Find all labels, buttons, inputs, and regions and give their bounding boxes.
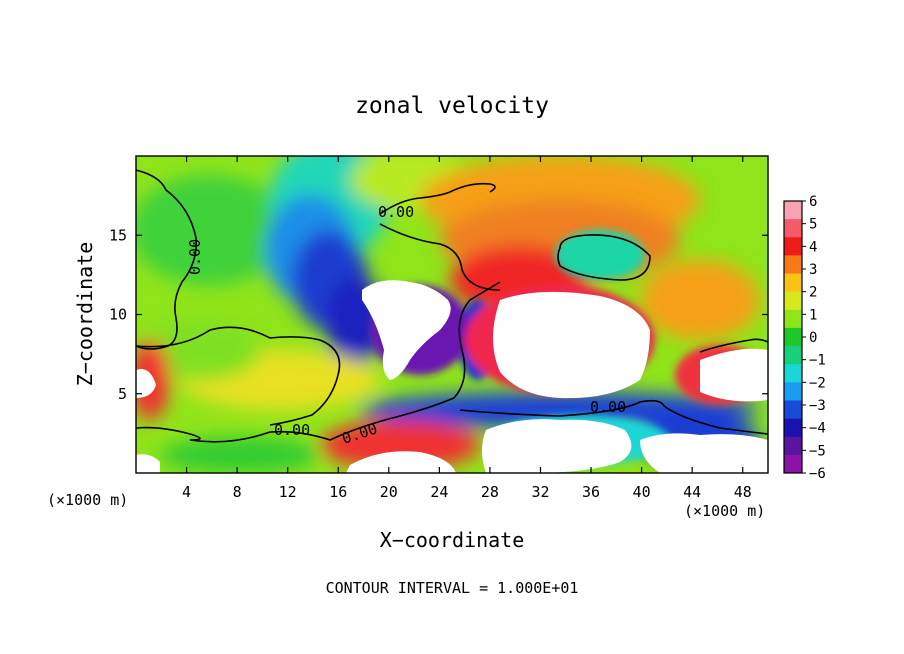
x-tick-label: 12 — [279, 483, 297, 501]
x-tick-label: 32 — [531, 483, 549, 501]
contour-labels: 0.00 0.00 0.00 0.00 0.00 — [186, 203, 626, 448]
x-axis-ticks: 4 8 12 16 20 24 28 32 36 40 44 48 — [182, 156, 752, 501]
colorbar-tick-label: 0 — [809, 330, 817, 346]
colorbar-tick-label: 2 — [809, 285, 817, 301]
x-tick-label: 44 — [683, 483, 701, 501]
contour-lines — [136, 169, 768, 443]
colorbar-tick-label: −1 — [809, 353, 826, 369]
colorbar-tick-label: −6 — [809, 466, 826, 482]
colorbar-swatch — [784, 364, 802, 383]
x-unit-label: (×1000 m) — [47, 491, 128, 509]
contour-label: 0.00 — [186, 239, 204, 275]
colorbar-tick-label: 6 — [809, 194, 817, 210]
colorbar-swatch — [784, 382, 802, 401]
colorbar-tick-label: 5 — [809, 217, 817, 233]
colorbar-swatch — [784, 327, 802, 347]
y-axis-label: Z−coordinate — [73, 242, 97, 387]
colorbar-ticks: 6 5 4 3 2 1 0 −1 −2 −3 −4 −5 −6 — [802, 194, 826, 482]
colorbar-swatch — [784, 436, 802, 456]
colorbar — [783, 200, 803, 474]
x-tick-label: 24 — [430, 483, 448, 501]
colorbar-swatch — [784, 309, 802, 329]
x-tick-label: 48 — [734, 483, 752, 501]
colorbar-swatch — [784, 400, 802, 420]
colorbar-tick-label: −5 — [809, 443, 826, 459]
chart-title: zonal velocity — [355, 93, 549, 119]
contour-label: 0.00 — [274, 421, 310, 439]
x-tick-label: 36 — [582, 483, 600, 501]
x-axis-label: X−coordinate — [380, 528, 525, 552]
colorbar-tick-label: 4 — [809, 239, 817, 255]
contour-label: 0.00 — [590, 398, 626, 416]
y-tick-label: 15 — [109, 226, 127, 244]
colorbar-tick-label: −3 — [809, 398, 826, 414]
x-unit-label-right: (×1000 m) — [684, 502, 765, 520]
colorbar-swatch — [784, 346, 802, 365]
y-axis-ticks: 5 10 15 — [109, 226, 768, 403]
colorbar-swatch — [784, 201, 802, 220]
velocity-field — [136, 156, 768, 473]
colorbar-swatch — [784, 237, 802, 256]
x-tick-label: 40 — [633, 483, 651, 501]
x-tick-label: 8 — [233, 483, 242, 501]
x-tick-label: 16 — [329, 483, 347, 501]
colorbar-swatch — [784, 255, 802, 275]
colorbar-swatch — [784, 273, 802, 293]
colorbar-swatch — [784, 418, 802, 438]
colorbar-tick-label: 3 — [809, 262, 817, 278]
colorbar-swatch — [784, 219, 802, 238]
x-tick-label: 28 — [481, 483, 499, 501]
contour-interval-note: CONTOUR INTERVAL = 1.000E+01 — [326, 579, 579, 597]
contour-label: 0.00 — [378, 203, 414, 221]
colorbar-swatch — [784, 291, 802, 311]
x-tick-label: 4 — [182, 483, 191, 501]
colorbar-tick-label: −2 — [809, 375, 826, 391]
colorbar-swatch — [784, 454, 802, 474]
x-tick-label: 20 — [380, 483, 398, 501]
colorbar-tick-label: −4 — [809, 421, 826, 437]
colorbar-tick-label: 1 — [809, 307, 817, 323]
y-tick-label: 5 — [118, 385, 127, 403]
y-tick-label: 10 — [109, 306, 127, 324]
